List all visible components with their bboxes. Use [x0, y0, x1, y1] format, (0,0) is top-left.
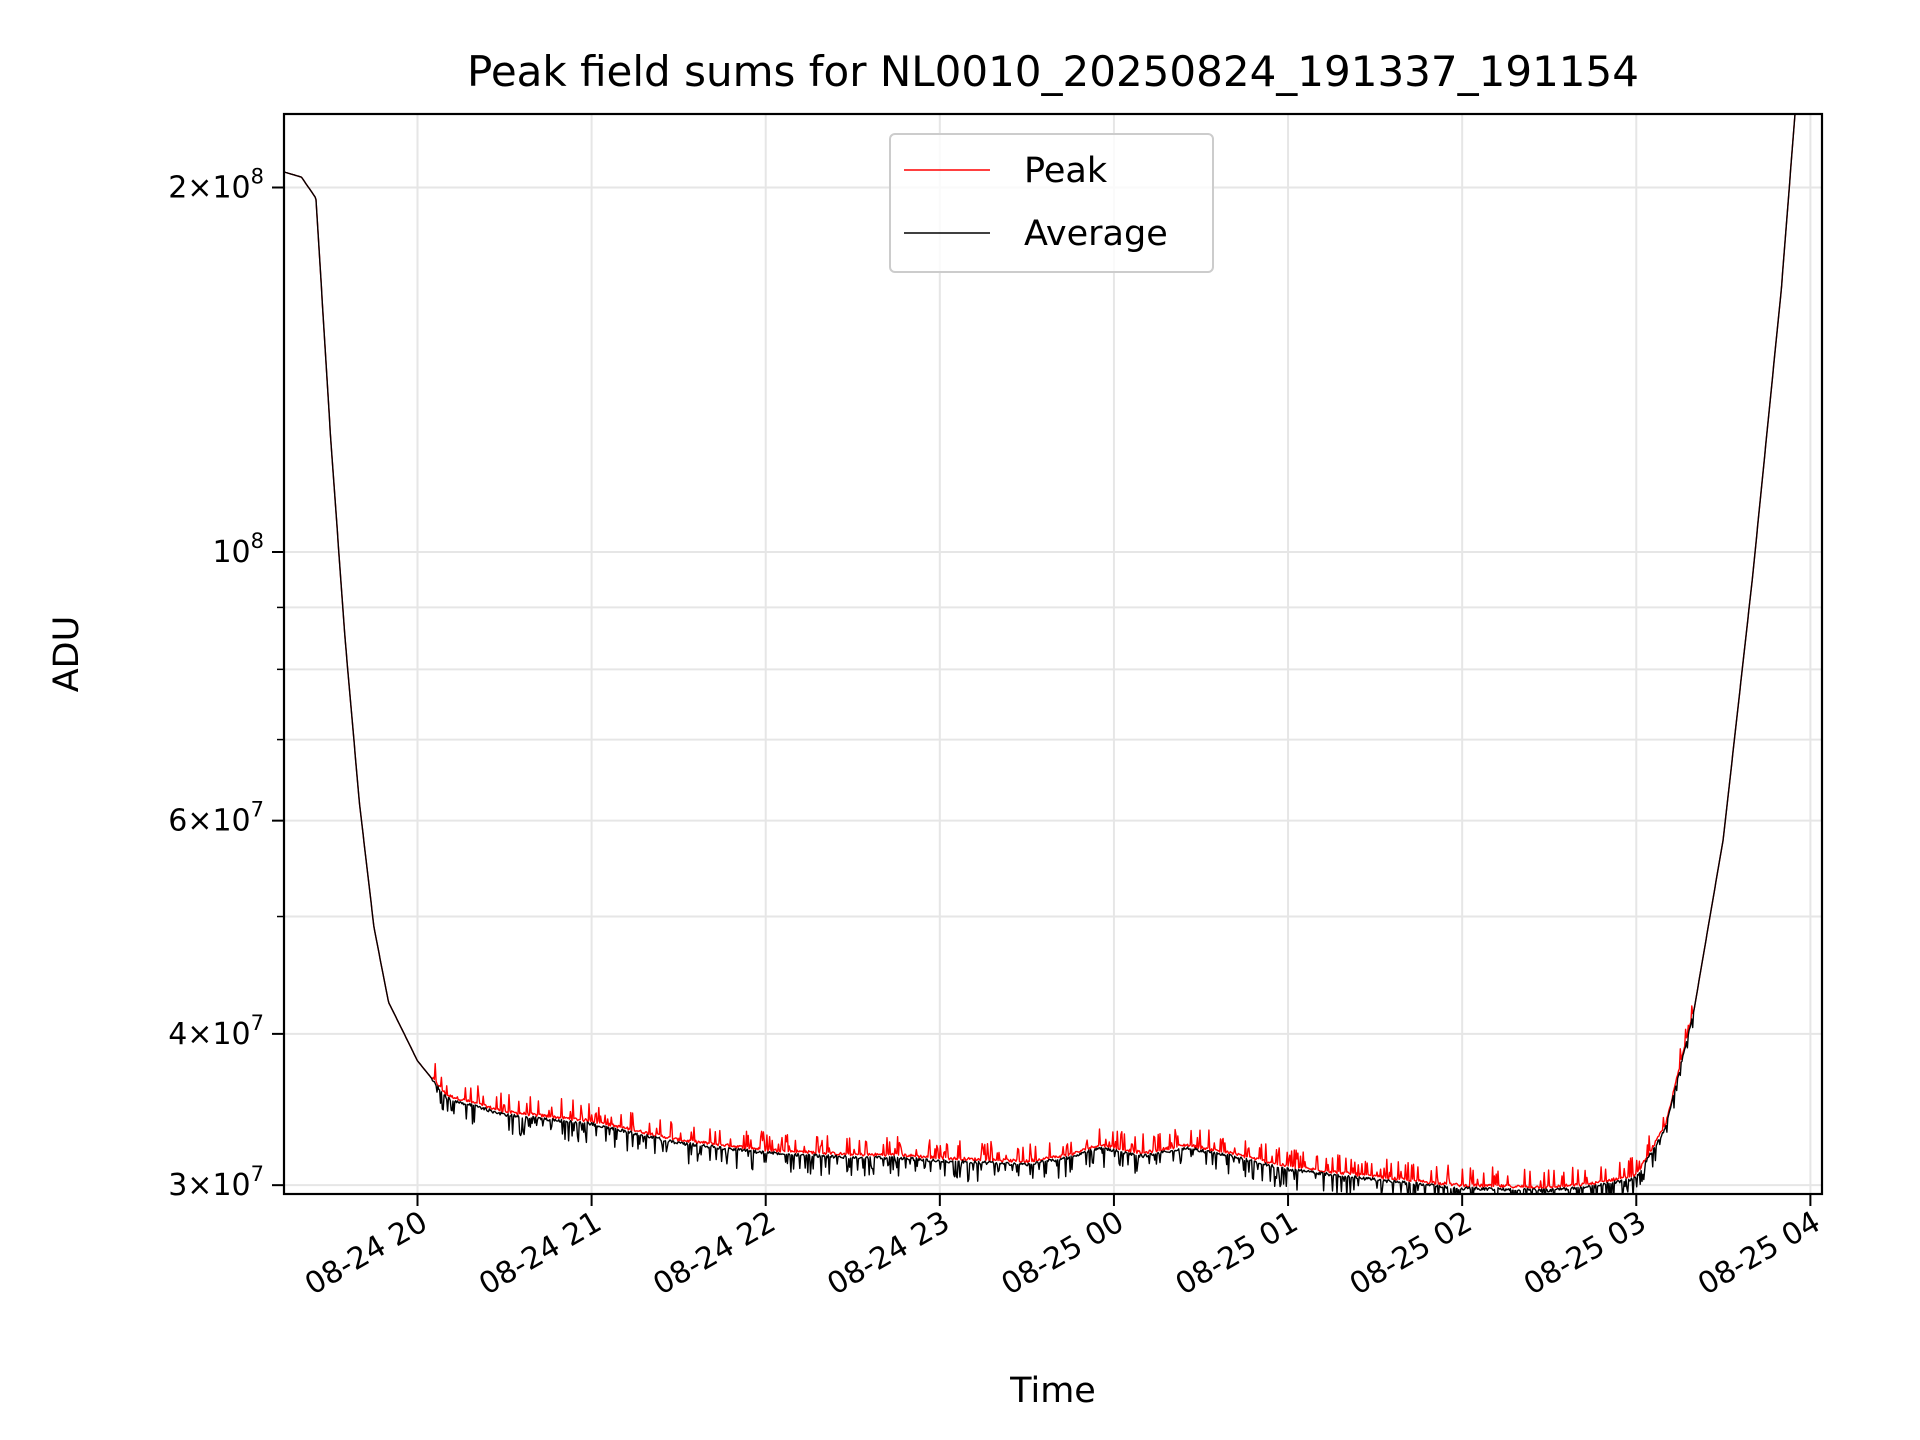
series-line-peak — [284, 114, 1796, 1189]
chart-title: Peak field sums for NL0010_20250824_1913… — [467, 47, 1639, 96]
series-line-average — [284, 114, 1796, 1194]
series-layer — [284, 114, 1796, 1194]
y-tick-label: 3×107 — [168, 1162, 264, 1203]
y-tick-label: 4×107 — [168, 1011, 264, 1052]
legend: Peak Average — [889, 133, 1214, 273]
legend-box — [889, 133, 1214, 273]
plot-frame — [282, 112, 1824, 1196]
y-tick-label: 108 — [212, 529, 264, 570]
x-axis-label: Time — [1009, 1371, 1096, 1411]
legend-label-peak: Peak — [1024, 151, 1108, 191]
y-tick-label: 6×107 — [168, 798, 264, 839]
y-tick-label: 2×108 — [168, 164, 264, 205]
legend-label-average: Average — [1024, 214, 1168, 254]
y-axis-label: ADU — [47, 616, 87, 693]
